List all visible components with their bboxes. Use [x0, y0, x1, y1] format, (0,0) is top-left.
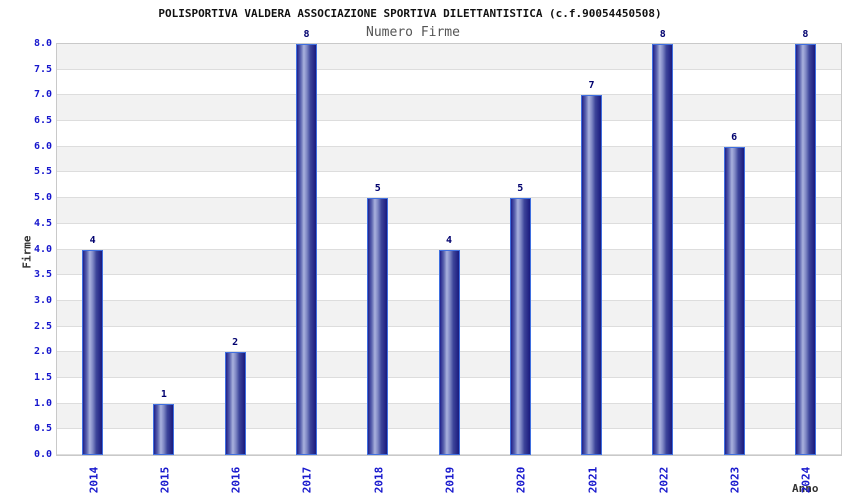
bar-2022	[652, 44, 674, 455]
x-axis-tick-label: 2014	[87, 466, 101, 494]
x-axis-tick-label: 2018	[372, 466, 386, 494]
bar-2020	[509, 198, 531, 455]
bar-2023	[723, 146, 745, 455]
bar-value-label: 4	[445, 234, 453, 246]
x-axis-tick-label: 2017	[300, 466, 314, 494]
grid-band	[57, 146, 841, 173]
y-axis-tick-label: 4.5	[33, 217, 52, 229]
bar-value-label: 6	[731, 131, 738, 143]
y-axis-tick-label: 0.0	[33, 449, 52, 460]
bar-2018	[367, 198, 389, 455]
x-axis-title: Anno	[792, 482, 819, 495]
bar-2024	[794, 44, 816, 455]
y-axis-tick-label: 5.5	[33, 166, 52, 178]
bar-value-label: 5	[517, 183, 524, 195]
x-axis-tick-label: 2015	[158, 466, 172, 494]
y-axis-tick-label: 7.0	[33, 89, 52, 101]
chart-title: POLISPORTIVA VALDERA ASSOCIAZIONE SPORTI…	[158, 7, 662, 20]
y-axis-tick-label: 2.5	[33, 320, 52, 332]
y-axis-tick-label: 3.0	[33, 294, 52, 306]
y-axis-tick-label: 1.5	[33, 371, 52, 383]
x-axis-tick-label: 2019	[443, 466, 457, 494]
grid-band	[57, 69, 841, 96]
bar-value-label: 4	[89, 234, 96, 246]
bar-value-label: 2	[232, 337, 239, 349]
plot-area: 4 1 2 8 5 4 5 7 8 6 8	[56, 29, 842, 456]
x-axis-tick-label: 2024	[799, 466, 813, 494]
grid-band	[57, 95, 841, 122]
bar-value-label: 8	[303, 29, 310, 40]
bar-2021	[581, 95, 603, 455]
grid-band	[57, 223, 841, 250]
y-axis-tick-label: 7.5	[33, 63, 52, 75]
grid-band	[57, 121, 841, 147]
bar-value-label: 1	[160, 388, 167, 400]
bar-2015	[153, 403, 175, 455]
bar-value-label: 8	[659, 29, 666, 40]
y-axis-tick-label: 6.0	[33, 140, 52, 152]
y-axis-tick-label: 3.5	[33, 269, 52, 281]
y-axis-tick-label: 6.5	[33, 115, 52, 127]
y-axis-tick-label: 2.0	[33, 346, 52, 358]
bar-2019	[438, 249, 460, 455]
y-axis-tick-label: 8.0	[33, 38, 52, 49]
y-axis-tick-label: 0.5	[33, 423, 52, 435]
bar-value-label: 8	[802, 29, 809, 40]
y-axis-tick-label: 4.0	[33, 243, 52, 255]
x-axis-tick-label: 2016	[229, 466, 243, 494]
y-axis-tick-label: 5.0	[33, 192, 52, 204]
bar-value-label: 7	[588, 80, 595, 92]
grid-band	[57, 172, 841, 199]
bar-2017	[295, 44, 317, 455]
x-axis-tick-label: 2023	[728, 466, 742, 494]
x-axis-tick-label: 2021	[586, 466, 600, 494]
bar-value-label: 5	[374, 183, 381, 195]
bar-2014	[82, 249, 104, 455]
x-axis-tick-label: 2020	[514, 466, 528, 494]
chart-subtitle: Numero Firme	[366, 25, 460, 40]
y-axis-tick-label: 1.0	[33, 397, 52, 409]
grid-band	[57, 198, 841, 224]
bar-2016	[224, 352, 246, 455]
grid-band	[57, 44, 841, 70]
x-axis-tick-label: 2022	[657, 466, 671, 494]
